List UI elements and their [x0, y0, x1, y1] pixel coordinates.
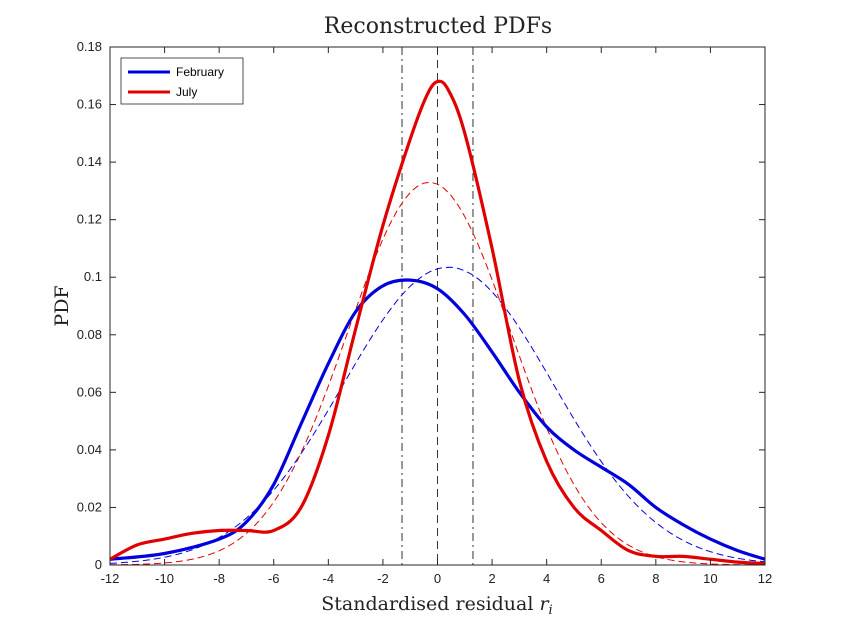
- y-tick-label: 0.08: [77, 327, 102, 342]
- y-axis-ticks: 0 0.02 0.04 0.06 0.08 0.1 0.12 0.14 0.16 0.18: [77, 39, 765, 572]
- chart-title: Reconstructed PDFs: [324, 14, 552, 39]
- x-tick-label: 4: [543, 571, 550, 586]
- x-tick-label: -12: [101, 571, 120, 586]
- y-axis-label: PDF: [51, 285, 73, 326]
- y-tick-label: 0.1: [84, 269, 102, 284]
- x-tick-label: 8: [652, 571, 659, 586]
- x-tick-label: -8: [213, 571, 225, 586]
- reference-lines: [401, 47, 474, 565]
- x-axis-label: Standardised residual ri: [321, 593, 552, 618]
- y-tick-label: 0.02: [77, 499, 102, 514]
- legend: February July: [120, 57, 244, 105]
- y-tick-label: 0.14: [77, 154, 102, 169]
- x-tick-label: 0: [434, 571, 441, 586]
- x-tick-label: -10: [155, 571, 174, 586]
- plot-area: [110, 47, 765, 565]
- x-tick-label: 6: [598, 571, 605, 586]
- x-axis-label-text: Standardised residual: [321, 593, 533, 615]
- x-tick-label: 12: [758, 571, 772, 586]
- y-tick-label: 0.04: [77, 442, 102, 457]
- x-axis-label-var: r: [539, 593, 550, 615]
- series-layer: [109, 79, 766, 566]
- x-tick-label: 2: [488, 571, 495, 586]
- y-tick-label: 0.06: [77, 384, 102, 399]
- legend-label-february: February: [176, 65, 224, 79]
- series-line-july: [109, 79, 766, 566]
- x-tick-label: -4: [323, 571, 335, 586]
- y-tick-label: 0.12: [77, 212, 102, 227]
- x-tick-label: -2: [377, 571, 389, 586]
- series-line-february: [109, 278, 766, 561]
- x-tick-label: 10: [703, 571, 717, 586]
- y-tick-label: 0: [95, 557, 102, 572]
- y-tick-label: 0.18: [77, 39, 102, 54]
- x-tick-label: -6: [268, 571, 280, 586]
- legend-box: [120, 57, 244, 105]
- series-line-july-normal-fit: [109, 181, 766, 566]
- x-axis-ticks: -12 -10 -8 -6 -4 -2 0 2 4 6 8 10 12: [101, 47, 772, 586]
- x-axis-label-sub: i: [549, 603, 553, 618]
- legend-label-july: July: [176, 85, 197, 99]
- y-tick-label: 0.16: [77, 97, 102, 112]
